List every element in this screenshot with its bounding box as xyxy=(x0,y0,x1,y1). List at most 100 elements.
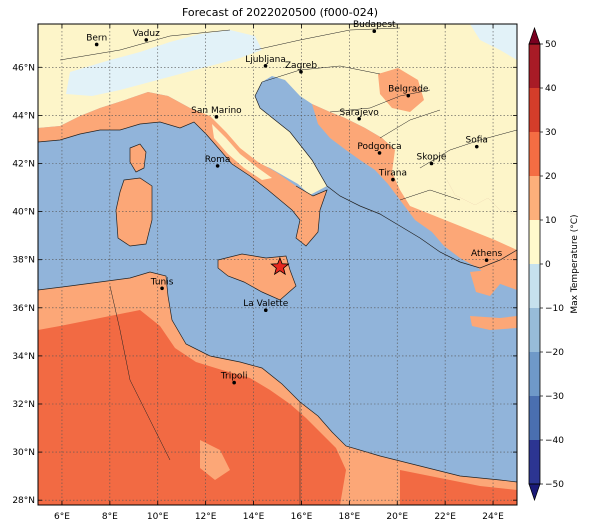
lat-tick-label: 38°N xyxy=(12,256,35,266)
lat-tick-label: 46°N xyxy=(12,63,35,73)
city-dot xyxy=(357,116,361,121)
city-label: Vaduz xyxy=(133,29,160,39)
coastline-layer xyxy=(38,27,517,505)
city-dot xyxy=(299,70,303,74)
lon-tick-label: 24°E xyxy=(482,512,504,522)
city-dot xyxy=(377,151,382,155)
graticule xyxy=(38,24,517,505)
map-frame xyxy=(37,23,518,506)
lon-tick-label: 18°E xyxy=(339,512,361,522)
city-label: San Marino xyxy=(191,106,242,116)
city-dot xyxy=(372,29,377,34)
snow-north-east xyxy=(470,24,517,60)
colorbar-band xyxy=(529,132,540,176)
city-dot xyxy=(214,115,219,119)
lat-tick-label: 40°N xyxy=(12,208,35,218)
colorbar-tick-label: −50 xyxy=(545,480,564,490)
colorbar-tick-label: −10 xyxy=(545,304,564,314)
colorbar-tick-label: −30 xyxy=(545,392,564,402)
coastline-corsica xyxy=(129,143,147,173)
city-label: Tirana xyxy=(378,169,407,179)
city-label: Skopje xyxy=(417,152,447,162)
colorbar-band xyxy=(529,308,540,352)
city-dot xyxy=(160,286,164,291)
colorbar-band xyxy=(529,44,540,88)
city-label: Roma xyxy=(205,155,231,165)
city-dot xyxy=(263,64,268,68)
land-africa-warm-patch xyxy=(200,440,230,480)
land-greece-south xyxy=(470,270,500,296)
city-dot xyxy=(94,42,99,47)
colorbar-tick-label: 40 xyxy=(545,84,557,94)
marker-layer xyxy=(270,256,290,276)
colorbar-band xyxy=(529,396,540,440)
land-africa-hot xyxy=(38,310,346,505)
colorbar: −50 −40 −30 −20 −10 0 10 20 30 40 50 Max Temperatur… xyxy=(528,26,580,502)
city-dot xyxy=(474,144,479,149)
location-star-marker xyxy=(270,256,290,276)
city-dot xyxy=(406,93,411,98)
lat-tick-label: 34°N xyxy=(12,352,35,362)
coastline-africa xyxy=(38,271,517,483)
colorbar-band xyxy=(529,176,540,220)
lat-tick-label: 36°N xyxy=(12,304,35,314)
colorbar-band xyxy=(529,264,540,308)
lon-tick-label: 6°E xyxy=(54,512,70,522)
city-label: La Valette xyxy=(243,299,288,309)
land-italy-interior xyxy=(212,124,272,180)
land-crete xyxy=(470,316,517,330)
land-sardinia xyxy=(116,178,152,246)
city-label: Ljubljana xyxy=(245,55,286,65)
city-dot xyxy=(429,161,434,166)
lon-tick-label: 10°E xyxy=(147,512,169,522)
lat-tick-label: 30°N xyxy=(12,448,35,458)
colorbar-extend-top xyxy=(528,26,541,45)
city-label: Belgrade xyxy=(388,85,429,95)
colorbar-band xyxy=(529,88,540,132)
lat-tick-label: 44°N xyxy=(12,111,35,121)
colorbar-band xyxy=(529,352,540,396)
land-hungary-warm xyxy=(378,68,424,112)
city-label: Sarajevo xyxy=(340,108,380,118)
land-africa-hot-east xyxy=(400,470,517,505)
city-dot xyxy=(263,308,268,312)
border-lines xyxy=(59,27,517,505)
coastline-sicily xyxy=(217,253,297,301)
city-dot xyxy=(232,380,236,385)
coastline-sardinia xyxy=(115,177,153,247)
lat-tick-label: 42°N xyxy=(12,159,35,169)
lat-tick-label: 32°N xyxy=(12,400,35,410)
colorbar-tick-label: −20 xyxy=(545,348,564,358)
colorbar-label: Max Temperature (°C) xyxy=(570,214,580,313)
lon-tick-label: 22°E xyxy=(434,512,456,522)
lon-tick-label: 20°E xyxy=(386,512,408,522)
city-label: Sofia xyxy=(466,136,488,146)
snow-alps xyxy=(66,30,262,96)
city-label: Tripoli xyxy=(220,372,248,382)
lon-tick-label: 14°E xyxy=(243,512,265,522)
lon-tick-label: 8°E xyxy=(102,512,118,522)
colorbar-tick-label: 20 xyxy=(545,172,557,182)
colorbar-band xyxy=(529,440,540,484)
city-label: Podgorica xyxy=(357,142,401,152)
lon-tick-label: 16°E xyxy=(291,512,313,522)
colorbar-band xyxy=(529,220,540,264)
axis-layer: 6°E 8°E 10°E 12°E 14°E 16°E 18°E 20°E 22°E 24°E 28… xyxy=(12,24,517,522)
city-dot xyxy=(484,258,489,262)
colorbar-tick-label: 30 xyxy=(545,128,557,138)
coastline-adriatic xyxy=(254,81,517,269)
land-balkans-cold xyxy=(392,150,517,250)
colorbar-tick-label: −40 xyxy=(545,436,564,446)
map-title: Forecast of 2022020500 (f000-024) xyxy=(181,6,379,19)
city-dot xyxy=(144,38,149,42)
city-label: Athens xyxy=(471,249,502,259)
colorbar-tick-label: 0 xyxy=(545,260,551,270)
city-dot xyxy=(391,177,395,182)
land-italy-north xyxy=(38,92,194,142)
land-corsica xyxy=(130,144,146,172)
colorbar-tick-label: 50 xyxy=(545,40,557,50)
colorbar-extend-bottom xyxy=(528,483,541,502)
city-label: Bern xyxy=(86,33,107,43)
